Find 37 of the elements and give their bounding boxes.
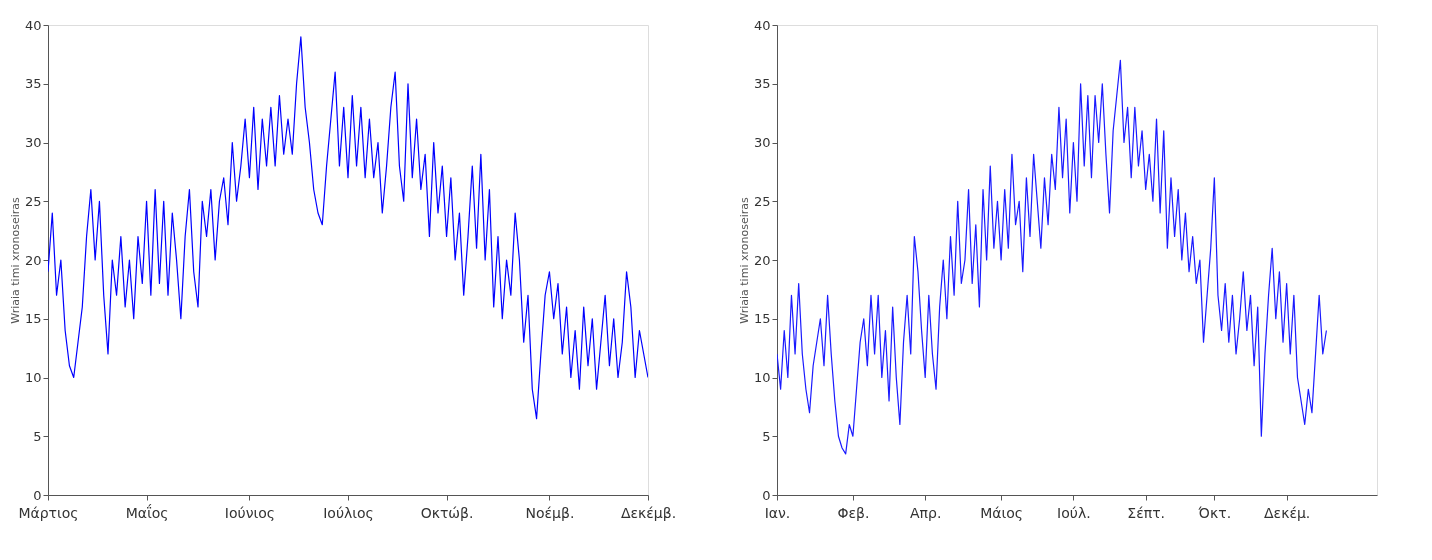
- y-tick-label: 0: [33, 487, 42, 503]
- y-tick-label: 10: [753, 370, 771, 385]
- y-tick-label: 30: [753, 135, 771, 150]
- y-tick-label: 20: [24, 252, 42, 268]
- x-tick-label: Ιούνιος: [224, 504, 275, 521]
- x-tick-label: Σέπτ.: [1127, 504, 1166, 521]
- y-tick-label: 35: [753, 76, 771, 92]
- x-tick-label: Μάρτιος: [18, 504, 79, 521]
- x-tick-label: Δεκέμβ.: [620, 504, 677, 521]
- y-tick-label: 5: [762, 428, 771, 444]
- x-tick-label: Μάιος: [980, 504, 1024, 521]
- y-tick-label: 15: [753, 311, 771, 327]
- y-tick-label: 25: [753, 193, 771, 209]
- x-tick-label: Δεκέμ.: [1263, 504, 1311, 521]
- line-series: [48, 36, 648, 420]
- y-tick-label: 40: [753, 17, 771, 33]
- x-tick-label: Ιαν.: [764, 504, 791, 521]
- y-tick-label: 30: [24, 135, 42, 150]
- line-series: [777, 59, 1327, 455]
- y-tick-label: 20: [753, 252, 771, 268]
- x-tick-label: Ιούλ.: [1057, 504, 1091, 521]
- x-tick-label: Οκτώβ.: [420, 504, 474, 521]
- x-tick-label: Ιούλιος: [323, 504, 374, 521]
- y-tick-label: 0: [762, 487, 771, 503]
- y-tick-label: 15: [24, 311, 42, 327]
- x-tick-label: Φεβ.: [837, 504, 870, 521]
- y-axis-title: Wriaia timi xronoseiras: [8, 197, 22, 324]
- y-axis-title: Wriaia timi xronoseiras: [737, 197, 751, 324]
- x-tick-label: Απρ.: [910, 504, 942, 521]
- y-tick-label: 25: [24, 193, 42, 209]
- y-tick-label: 5: [33, 428, 42, 444]
- x-tick-label: Μαΐος: [125, 503, 169, 521]
- x-tick-label: Όκτ.: [1197, 504, 1232, 521]
- y-tick-label: 10: [24, 370, 42, 385]
- x-tick-label: Νοέμβ.: [525, 504, 575, 521]
- y-tick-label: 40: [24, 17, 42, 33]
- y-tick-label: 35: [24, 76, 42, 92]
